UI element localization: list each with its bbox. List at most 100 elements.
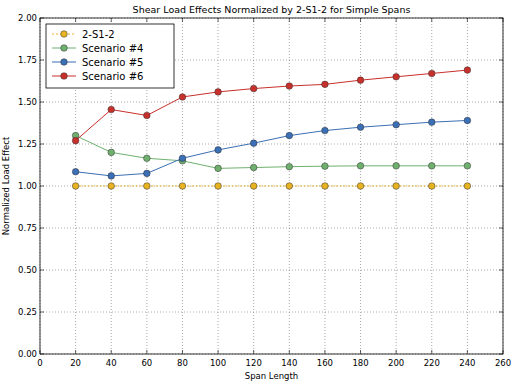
series-marker	[144, 183, 151, 190]
x-tick-label: 20	[70, 358, 81, 368]
y-tick-label: 2.00	[18, 13, 37, 23]
y-grid-line	[40, 102, 503, 103]
x-tick	[75, 350, 76, 354]
legend-label: 2-S1-2	[82, 29, 115, 40]
y-tick-label: 1.75	[18, 55, 37, 65]
legend-label: Scenario #5	[82, 57, 143, 68]
y-grid-line	[40, 228, 503, 229]
series-marker	[286, 183, 293, 190]
series-marker	[393, 163, 400, 170]
x-tick	[467, 350, 468, 354]
legend-marker	[61, 31, 68, 38]
x-tick	[360, 350, 361, 354]
series-marker	[144, 170, 151, 177]
chart: 0204060801001201401601802002202402600.00…	[0, 0, 517, 384]
y-tick	[40, 144, 44, 145]
y-tick-label: 0.25	[18, 307, 37, 317]
x-tick	[111, 350, 112, 354]
y-tick-label: 0.00	[18, 349, 37, 359]
series-marker	[108, 106, 115, 113]
series-marker	[215, 183, 222, 190]
y-tick	[40, 270, 44, 271]
x-tick	[146, 18, 147, 22]
legend-marker	[61, 59, 68, 66]
x-tick	[324, 350, 325, 354]
legend: 2-S1-2Scenario #4Scenario #5Scenario #6	[46, 24, 174, 88]
series-marker	[215, 89, 222, 96]
legend-marker	[61, 73, 68, 80]
y-tick	[40, 228, 44, 229]
x-tick-label: 140	[281, 358, 297, 368]
x-tick	[324, 18, 325, 22]
series-marker	[322, 163, 329, 170]
x-tick-label: 240	[459, 358, 475, 368]
series-marker	[464, 183, 471, 190]
x-tick-label: 80	[177, 358, 188, 368]
series-marker	[357, 124, 364, 131]
series-marker	[286, 163, 293, 170]
y-tick	[40, 102, 44, 103]
y-tick	[499, 228, 503, 229]
legend-marker	[61, 45, 68, 52]
x-axis-label: Span Length	[245, 371, 298, 381]
x-tick	[396, 18, 397, 22]
legend-box	[46, 24, 174, 88]
series-marker	[428, 183, 435, 190]
x-tick-label: 260	[495, 358, 511, 368]
y-axis-label: Normalized Load Effect	[1, 136, 11, 235]
y-grid-line	[40, 144, 503, 145]
y-tick-label: 1.00	[18, 181, 37, 191]
y-tick-label: 0.75	[18, 223, 37, 233]
series-marker	[215, 165, 222, 172]
grid	[40, 18, 503, 354]
series-marker	[179, 183, 186, 190]
x-tick	[289, 350, 290, 354]
series-marker	[393, 74, 400, 81]
plot-area	[40, 18, 503, 354]
x-tick-label: 220	[424, 358, 440, 368]
legend-label: Scenario #4	[82, 43, 143, 54]
x-tick	[182, 350, 183, 354]
series-marker	[464, 163, 471, 170]
y-tick	[499, 186, 503, 187]
series-marker	[322, 81, 329, 88]
series-marker	[428, 163, 435, 170]
y-tick	[40, 312, 44, 313]
y-tick-label: 1.50	[18, 97, 37, 107]
series-line	[76, 120, 468, 175]
x-tick-label: 0	[37, 358, 42, 368]
series-marker	[108, 183, 115, 190]
series-marker	[322, 183, 329, 190]
series-marker	[357, 183, 364, 190]
series-marker	[286, 132, 293, 139]
y-tick	[499, 102, 503, 103]
series-line	[76, 70, 468, 141]
x-tick	[253, 18, 254, 22]
series-marker	[72, 137, 79, 144]
x-tick	[431, 350, 432, 354]
series-marker	[393, 183, 400, 190]
series-marker	[428, 70, 435, 77]
series-marker	[72, 183, 79, 190]
series-marker	[179, 94, 186, 101]
x-tick	[218, 18, 219, 22]
series-marker	[250, 140, 257, 147]
x-tick	[467, 18, 468, 22]
series-marker	[250, 85, 257, 92]
x-tick	[75, 18, 76, 22]
y-grid-line	[40, 270, 503, 271]
x-tick-label: 60	[141, 358, 152, 368]
x-tick-label: 180	[352, 358, 368, 368]
y-tick-label: 0.50	[18, 265, 37, 275]
plot-frame	[40, 18, 503, 354]
series-marker	[108, 149, 115, 156]
x-tick	[182, 18, 183, 22]
y-tick	[499, 270, 503, 271]
x-tick	[111, 18, 112, 22]
x-tick	[431, 18, 432, 22]
series-marker	[215, 147, 222, 154]
x-tick-label: 120	[246, 358, 262, 368]
x-tick	[289, 18, 290, 22]
series-marker	[322, 127, 329, 134]
series-marker	[179, 155, 186, 162]
